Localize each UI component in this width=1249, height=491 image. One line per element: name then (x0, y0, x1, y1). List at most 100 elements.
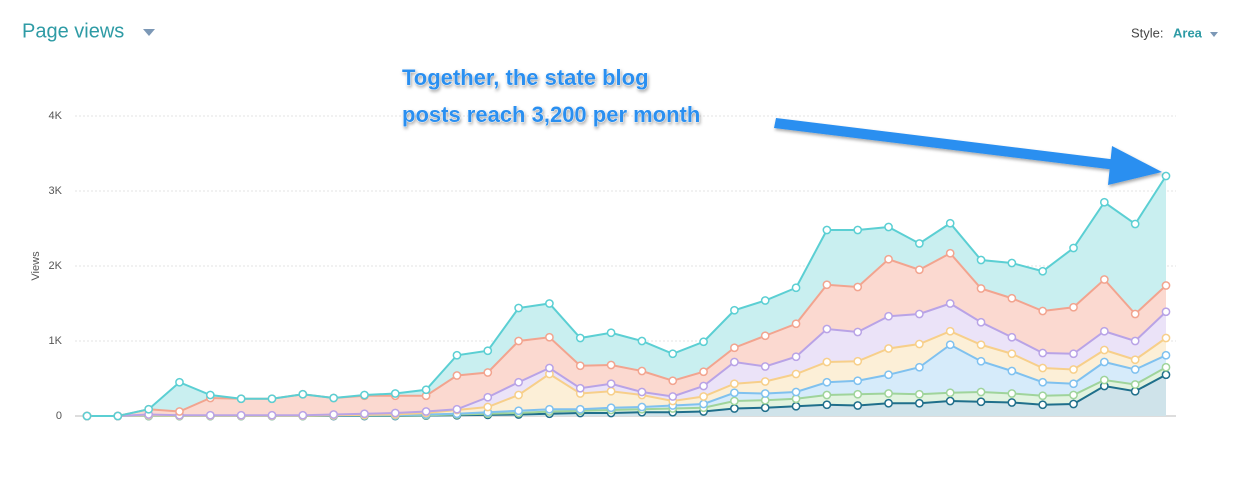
point (853, 282, 863, 292)
point (699, 399, 708, 409)
point (390, 408, 400, 418)
point (1069, 379, 1078, 389)
point (853, 327, 863, 337)
point (791, 352, 801, 362)
point (514, 406, 523, 416)
point (390, 389, 400, 398)
area (87, 303, 1166, 416)
point (267, 394, 277, 404)
style-caret[interactable] (1210, 32, 1218, 37)
point (822, 390, 832, 400)
point (884, 254, 893, 264)
point (329, 410, 338, 419)
point (267, 410, 277, 420)
point (884, 398, 893, 408)
point (1007, 332, 1017, 342)
point (760, 296, 770, 305)
point (822, 280, 832, 290)
point (976, 387, 986, 397)
point (1130, 380, 1140, 389)
point (637, 402, 647, 412)
point (945, 326, 955, 336)
y-tick-label: 2K (49, 260, 63, 272)
point (884, 344, 893, 353)
point (730, 388, 739, 398)
point (575, 361, 585, 371)
point (1161, 281, 1171, 290)
point (853, 356, 863, 366)
point (575, 333, 585, 343)
point (1069, 243, 1078, 253)
point (1069, 399, 1078, 409)
point (483, 402, 493, 412)
point (1007, 389, 1017, 398)
point (545, 363, 554, 373)
annotation: Together, the state blog posts reach 3,2… (402, 65, 1162, 185)
point (791, 319, 801, 329)
point (730, 396, 739, 406)
point (575, 383, 585, 393)
point (945, 340, 955, 350)
point (1038, 306, 1048, 316)
point (760, 389, 770, 398)
title-caret[interactable] (143, 29, 155, 36)
point (205, 410, 215, 420)
point (915, 265, 924, 275)
point (1069, 349, 1078, 359)
area (87, 253, 1166, 416)
point (915, 398, 924, 408)
point (606, 386, 616, 396)
point (1099, 357, 1109, 367)
point (760, 362, 770, 371)
point (1099, 326, 1109, 336)
point (1099, 275, 1109, 284)
point (637, 336, 647, 346)
point (760, 331, 770, 341)
point (1038, 400, 1048, 410)
y-axis-label: Views (30, 251, 42, 281)
point (976, 356, 986, 366)
style-value[interactable]: Area (1173, 25, 1203, 40)
point (822, 324, 832, 334)
point (1099, 375, 1109, 385)
point (1130, 219, 1140, 229)
point (945, 299, 955, 308)
annotation-line: Together, the state blog (402, 65, 649, 90)
point (360, 409, 369, 419)
point (1007, 349, 1017, 359)
point (945, 248, 955, 258)
point (545, 299, 554, 308)
point (421, 407, 431, 416)
y-tick-label: 1K (49, 335, 63, 347)
point (1161, 333, 1171, 343)
point (514, 336, 523, 346)
point (822, 377, 832, 387)
point (730, 305, 739, 315)
point (1099, 345, 1109, 355)
point (1038, 377, 1048, 387)
point (483, 368, 493, 377)
point (976, 255, 986, 265)
point (452, 371, 462, 380)
point (668, 349, 678, 359)
point (1161, 362, 1171, 372)
point (699, 392, 708, 401)
point (915, 309, 924, 319)
point (976, 317, 986, 327)
point (483, 392, 493, 402)
point (730, 357, 739, 367)
point (822, 400, 832, 410)
point (1130, 336, 1140, 346)
chart-title[interactable]: Page views (22, 20, 124, 42)
point (452, 404, 462, 414)
point (915, 239, 924, 248)
point (1007, 258, 1017, 268)
point (483, 346, 493, 356)
y-tick-label: 4K (49, 110, 63, 122)
point (144, 404, 154, 414)
y-tick-label: 3K (49, 185, 63, 197)
point (884, 222, 893, 232)
point (113, 411, 123, 421)
